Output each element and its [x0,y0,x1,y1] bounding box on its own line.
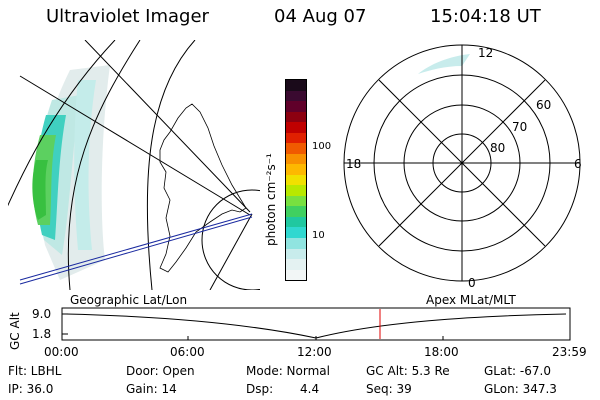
x-tick-0000: 00:00 [44,345,79,359]
date-label: 04 Aug 07 [274,6,367,27]
timeline-right-label: Apex MLat/MLT [426,293,516,307]
colorbar-band [286,227,306,238]
door-info: Door: Open [126,364,195,378]
colorbar-band [286,174,306,186]
colorbar-band [286,90,306,102]
x-tick-1200: 12:00 [297,345,332,359]
mode-info: Mode: Normal [246,364,330,378]
colorbar-band [286,143,306,154]
colorbar-band [286,101,306,112]
colorbar-unit-label: photon cm⁻²s⁻¹ [264,153,278,246]
seq-info: Seq: 39 [366,382,412,396]
polar-aurora-patch [418,54,470,74]
map-graticule [8,40,260,290]
gc-alt-info: GC Alt: 5.3 Re [366,364,450,378]
timeline-left-label: Geographic Lat/Lon [70,293,188,307]
orbit-track [19,213,253,285]
colorbar-band [286,248,306,260]
time-label: 15:04:18 UT [430,6,541,27]
colorbar-band [286,216,306,228]
colorbar-band [286,153,306,165]
gain-info: Gain: 14 [126,382,177,396]
ip-info: IP: 36.0 [8,382,54,396]
mlt-label-6: 6 [574,157,582,171]
colorbar-band [286,80,306,91]
x-tick-2359: 23:59 [552,345,587,359]
colorbar-tick-100: 100 [312,141,332,152]
mlt-label-18: 18 [346,157,362,171]
glat-info: GLat: -67.0 [484,364,551,378]
lat-label-60: 60 [536,98,552,112]
colorbar-band [286,206,306,217]
colorbar-band [286,111,306,123]
coastline [159,103,247,273]
y-tick-1-8: 1.8 [32,327,52,341]
colorbar-band [286,122,306,133]
glon-info: GLon: 347.3 [484,382,557,396]
dsp-label: Dsp: [246,382,274,396]
colorbar-band [286,185,306,196]
dsp-value: 4.4 [300,382,320,396]
polar-plot [343,44,581,282]
colorbar-band [286,237,306,249]
lat-label-80: 80 [490,141,506,155]
colorbar-band [286,132,306,144]
colorbar-band [286,164,306,175]
y-tick-9: 9.0 [32,307,52,321]
altitude-curve [65,313,567,339]
mlt-label-12: 12 [478,46,494,60]
aurora-swath [32,65,110,280]
colorbar [285,79,307,281]
filter-info: Flt: LBHL [8,364,62,378]
colorbar-band [286,195,306,207]
lat-label-70: 70 [512,120,528,134]
timeline-axis-title: GC Alt [8,312,22,350]
mlt-label-0: 0 [468,276,476,290]
colorbar-band [286,259,306,270]
instrument-title: Ultraviolet Imager [46,6,209,27]
colorbar-tick-10: 10 [312,230,325,241]
timeline-plot [61,307,571,341]
colorbar-band [286,269,306,281]
x-tick-0600: 06:00 [170,345,205,359]
x-tick-1800: 18:00 [424,345,459,359]
